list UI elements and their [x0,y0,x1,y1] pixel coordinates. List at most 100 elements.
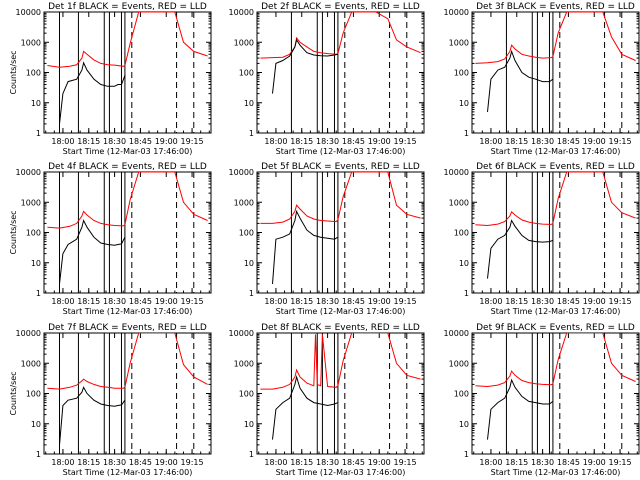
marker-lines [505,12,623,133]
x-tick-label: 18:00 [479,297,502,306]
detector-plot-2: Det 2f BLACK = Events, RED = LLD 1 10 100 10… [229,2,425,156]
x-tick-label: 19:00 [368,458,391,467]
y-tick-label: 1 [464,289,469,298]
y-tick-label: 10000 [444,8,469,17]
x-tick-label: 18:15 [77,297,100,306]
x-tick-label: 18:30 [531,458,554,467]
x-axis-label: Start Time (12-Mar-03 17:46:00) [63,468,193,477]
plot-title: Det 8f BLACK = Events, RED = LLD [261,323,420,333]
x-tick-label: 18:15 [290,137,313,146]
x-tick-label: 18:15 [505,137,528,146]
plot-frame [256,11,425,134]
x-axis-label: Start Time (12-Mar-03 17:46:00) [276,468,406,477]
y-tick-label: 10 [244,420,254,429]
x-axis-label: Start Time (12-Mar-03 17:46:00) [276,307,406,316]
y-tick-label: 10 [31,99,41,108]
x-tick-label: 18:30 [531,297,554,306]
events-series-line [487,219,554,279]
x-tick-label: 19:15 [609,137,632,146]
marker-lines [58,333,195,454]
x-tick-label: 18:30 [103,137,126,146]
plot-title: Det 4f BLACK = Events, RED = LLD [48,162,207,172]
detector-plot-7: Det 7f BLACK = Events, RED = LLD 1 10 100 10… [9,323,212,477]
plot-frame [471,171,640,294]
x-axis-label: Start Time (12-Mar-03 17:46:00) [276,147,406,156]
y-tick-label: 100 [454,229,469,238]
y-axis-label: Counts/sec [9,50,18,94]
series-lines [260,12,421,94]
y-axis-label: Counts/sec [9,210,18,254]
x-tick-label: 19:15 [181,137,204,146]
plot-title: Det 2f BLACK = Events, RED = LLD [261,2,420,12]
y-tick-label: 10 [459,259,469,268]
events-series-line [487,378,554,440]
x-tick-label: 19:00 [368,297,391,306]
x-tick-label: 19:15 [609,458,632,467]
x-tick-label: 18:00 [264,137,287,146]
x-tick-label: 19:15 [394,297,417,306]
y-tick-label: 1 [36,289,41,298]
marker-lines [505,172,623,293]
x-tick-label: 19:15 [181,297,204,306]
y-tick-label: 100 [26,390,41,399]
y-tick-label: 100 [239,69,254,78]
x-tick-label: 18:00 [264,458,287,467]
x-tick-label: 18:00 [51,137,74,146]
y-tick-label: 10 [244,259,254,268]
plot-frame [471,11,640,134]
marker-lines [505,333,623,454]
y-tick-label: 10000 [229,8,254,17]
x-tick-label: 19:15 [394,137,417,146]
marker-lines [290,333,408,454]
detector-plot-3: Det 3f BLACK = Events, RED = LLD 1 10 100 10… [444,2,640,156]
y-tick-label: 10 [459,99,469,108]
y-tick-label: 1000 [449,198,469,207]
x-axis-label: Start Time (12-Mar-03 17:46:00) [63,307,193,316]
y-tick-label: 1000 [21,359,41,368]
y-tick-label: 100 [239,390,254,399]
x-tick-label: 18:45 [129,297,152,306]
events-series-line [487,49,554,112]
lld-series-line [475,172,636,227]
x-tick-label: 19:00 [368,137,391,146]
x-tick-label: 19:15 [181,458,204,467]
plot-frame [471,332,640,455]
x-tick-label: 18:00 [264,297,287,306]
y-tick-label: 100 [26,69,41,78]
series-lines [475,12,636,112]
events-series-line [272,38,339,94]
events-series-line [272,209,339,284]
x-tick-label: 18:30 [531,137,554,146]
y-tick-label: 1 [464,129,469,138]
x-tick-label: 18:30 [103,458,126,467]
x-tick-label: 19:00 [155,458,178,467]
x-tick-label: 18:45 [557,137,580,146]
y-tick-label: 100 [454,390,469,399]
x-tick-label: 18:30 [316,458,339,467]
lld-series-line [47,333,208,390]
lld-series-line [260,172,421,224]
x-tick-label: 19:00 [155,297,178,306]
x-tick-label: 18:15 [505,458,528,467]
x-tick-label: 19:15 [394,458,417,467]
x-tick-label: 18:30 [316,297,339,306]
y-tick-label: 10 [244,99,254,108]
lld-series-line [260,12,421,59]
x-tick-label: 18:15 [505,297,528,306]
marker-lines [290,12,408,133]
detector-plot-4: Det 4f BLACK = Events, RED = LLD 1 10 100 10… [9,162,212,316]
plot-frame [43,332,212,455]
y-tick-label: 10000 [229,168,254,177]
y-tick-label: 1000 [234,359,254,368]
marker-lines [290,172,408,293]
x-tick-label: 19:00 [155,137,178,146]
y-tick-label: 10 [31,259,41,268]
x-tick-label: 18:15 [77,458,100,467]
x-tick-label: 18:15 [290,297,313,306]
series-lines [47,12,208,124]
plot-title: Det 6f BLACK = Events, RED = LLD [476,162,635,172]
y-tick-label: 1 [36,450,41,459]
x-tick-label: 18:45 [342,137,365,146]
series-lines [260,172,421,284]
marker-lines [58,12,195,133]
